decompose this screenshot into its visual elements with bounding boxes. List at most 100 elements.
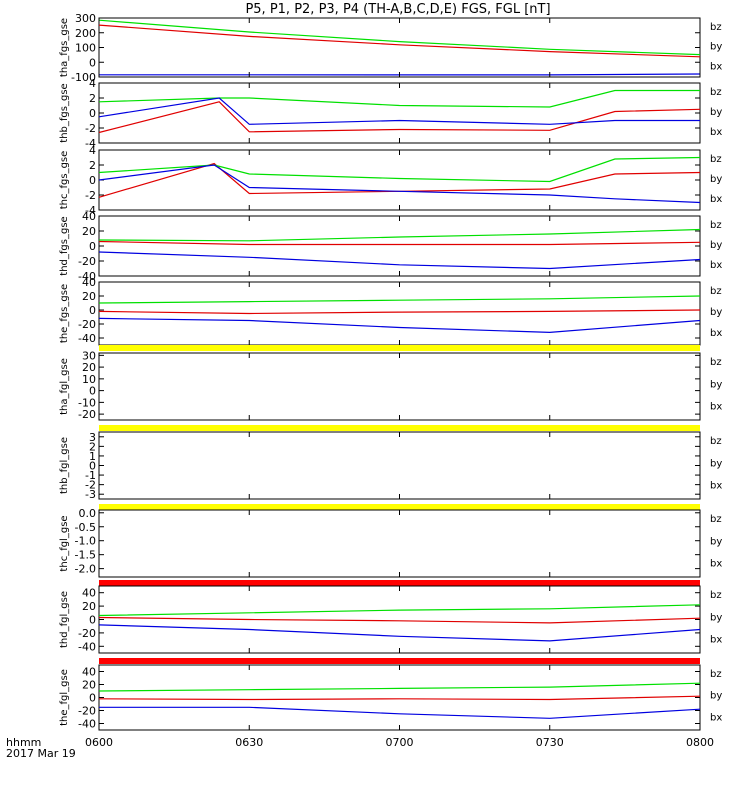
y-tick-label: 0: [89, 240, 96, 253]
x-axis-label-hhmm: hhmm: [6, 736, 41, 749]
y-tick-label: 40: [82, 276, 96, 289]
component-label-by: by: [710, 691, 722, 702]
panel-thc_fgl_gse: 0.0-0.5-1.0-1.5-2.0 thc_fgl_gse bz by bx: [59, 507, 722, 586]
component-label-bx: bx: [710, 635, 722, 646]
y-tick-label: 200: [75, 27, 96, 40]
y-tick-label: 300: [75, 12, 96, 25]
y-tick-label: 2: [89, 92, 96, 105]
y-tick-label: -2: [85, 122, 96, 135]
series-by-line: [98, 604, 701, 617]
y-tick-label: 0.0: [79, 507, 97, 520]
y-tick-label: -1.0: [75, 535, 96, 548]
x-axis-label-date: 2017 Mar 19: [6, 747, 76, 760]
y-tick-label: -20: [78, 318, 96, 331]
chart-title: P5, P1, P2, P3, P4 (TH-A,B,C,D,E) FGS, F…: [245, 2, 550, 17]
y-tick-label: 20: [82, 600, 96, 613]
y-tick-label: 1: [89, 450, 96, 463]
y-tick-label: 20: [82, 679, 96, 692]
quality-flag-bar: [99, 504, 700, 510]
component-label-bx: bx: [710, 712, 722, 723]
component-label-bx: bx: [710, 260, 722, 271]
component-label-bx: bx: [710, 402, 722, 413]
y-tick-label: -20: [78, 408, 96, 421]
quality-flag-bar: [99, 425, 700, 431]
component-label-by: by: [710, 536, 722, 547]
y-tick-label: 3: [89, 431, 96, 444]
panel-frame: [98, 215, 701, 277]
component-label-by: by: [710, 240, 722, 251]
y-axis-label: thd_fgl_gse: [59, 591, 70, 648]
y-tick-label: 4: [89, 77, 96, 90]
component-label-bz: bz: [710, 436, 722, 447]
y-tick-label: 40: [82, 210, 96, 223]
y-tick-label: 20: [82, 290, 96, 303]
y-tick-label: -2: [85, 189, 96, 202]
series-bz-line: [98, 309, 701, 315]
component-label-bz: bz: [710, 87, 722, 98]
y-tick-label: -20: [78, 705, 96, 718]
y-tick-label: 0: [89, 385, 96, 398]
series-by-line: [98, 228, 701, 242]
series-bx-line: [98, 624, 701, 642]
y-axis-label: thc_fgl_gse: [59, 515, 70, 571]
component-label-by: by: [710, 379, 722, 390]
series-bx-line: [98, 251, 701, 270]
y-tick-label: 0: [89, 692, 96, 705]
panel-frame: [98, 509, 701, 578]
y-axis-label: the_fgl_gse: [59, 669, 70, 726]
series-bz-line: [98, 695, 701, 701]
y-tick-label: 100: [75, 42, 96, 55]
series-bz-line: [98, 24, 701, 58]
y-tick-label: 2: [89, 440, 96, 453]
component-label-by: by: [710, 107, 722, 118]
series-by-line: [98, 19, 701, 56]
y-tick-label: -10: [78, 396, 96, 409]
quality-flag-bar: [99, 658, 700, 664]
series-bx-line: [98, 97, 700, 125]
series-bx-line: [99, 706, 701, 719]
series-by-line: [98, 89, 700, 108]
component-label-by: by: [710, 612, 722, 623]
y-tick-label: -40: [78, 718, 96, 731]
panel-frame: [98, 431, 701, 500]
y-tick-label: 40: [82, 666, 96, 679]
series-bz-line: [98, 240, 701, 246]
y-tick-label: -4: [85, 204, 96, 217]
y-tick-label: 0: [89, 56, 96, 69]
component-label-bz: bz: [710, 286, 722, 297]
component-label-bx: bx: [710, 328, 722, 339]
series-by-line: [98, 682, 701, 692]
y-tick-label: 40: [82, 587, 96, 600]
x-axis: 0600 0630 0700 0730 0800: [85, 736, 714, 749]
y-tick-label: 4: [89, 144, 96, 157]
quality-flag-bar: [99, 345, 700, 351]
panel-frame: [98, 281, 701, 346]
x-tick-label: 0800: [686, 736, 714, 749]
y-axis-label: tha_fgs_gse: [59, 18, 70, 77]
y-tick-label: -20: [78, 627, 96, 640]
y-axis-label: thb_fgs_gse: [59, 83, 70, 142]
series-bx-line: [98, 164, 701, 204]
component-label-bz: bz: [710, 357, 722, 368]
x-tick-label: 0700: [386, 736, 414, 749]
y-tick-label: -40: [78, 270, 96, 283]
y-axis-label: thd_fgs_gse: [59, 216, 70, 275]
series-bx-line: [98, 317, 701, 334]
series-bz-line: [98, 101, 701, 134]
y-tick-label: 20: [82, 225, 96, 238]
y-axis-label: tha_fgl_gse: [59, 358, 70, 415]
y-tick-label: -100: [71, 71, 96, 84]
component-label-by: by: [710, 458, 722, 469]
y-tick-label: -0.5: [75, 521, 96, 534]
y-tick-label: -20: [78, 255, 96, 268]
component-label-by: by: [710, 42, 722, 53]
component-label-bx: bx: [710, 559, 722, 570]
y-tick-label: -4: [85, 137, 96, 150]
panel-frame: [98, 585, 701, 654]
